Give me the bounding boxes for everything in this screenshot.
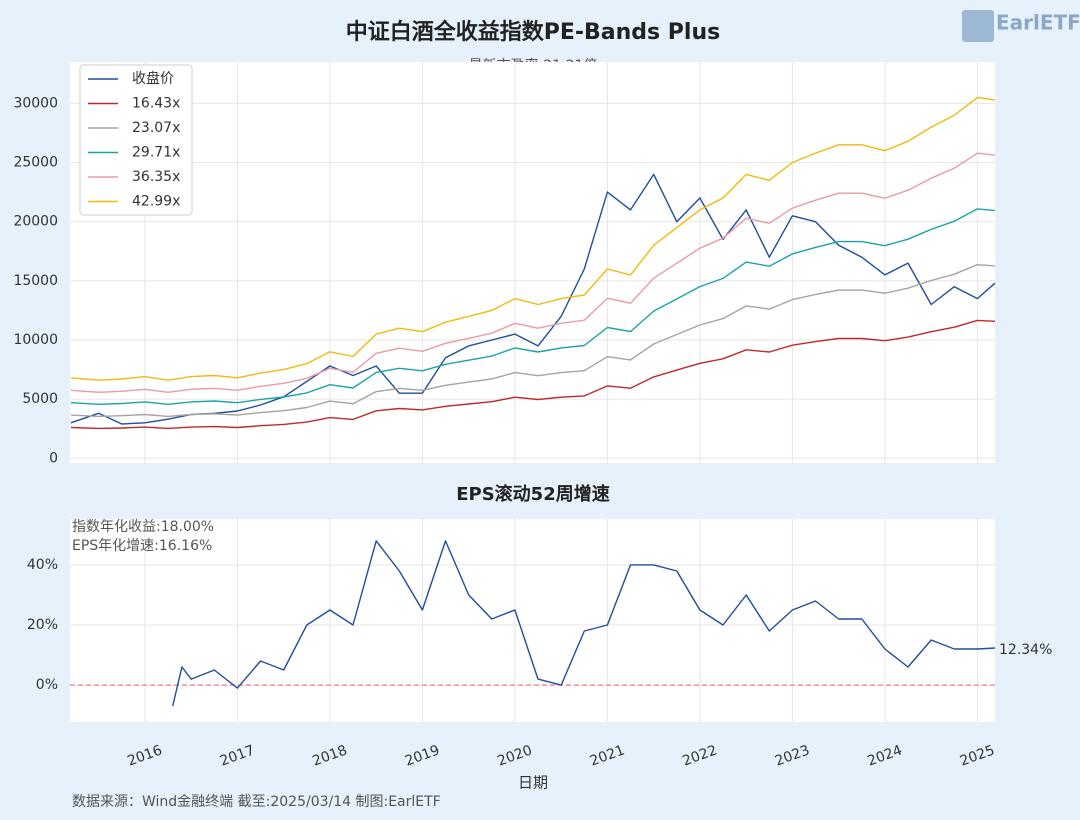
y-tick-label: 0 xyxy=(49,450,58,466)
series-line xyxy=(70,208,996,405)
chart-title: 中证白酒全收益指数PE-Bands Plus xyxy=(346,19,720,45)
logo: EarlETF xyxy=(962,10,1080,42)
source: 数据来源：Wind金融终端 截至:2025/03/14 制图:EarlETF xyxy=(72,794,441,810)
y-tick-label: 5000 xyxy=(22,391,58,407)
legend-label: 42.99x xyxy=(132,194,180,210)
legend-label: 23.07x xyxy=(132,120,180,136)
legend-label: 收盘价 xyxy=(132,70,174,87)
chart-title: EPS滚动52周增速 xyxy=(456,483,610,505)
logo-icon xyxy=(962,10,994,42)
legend-label: 36.35x xyxy=(132,169,180,185)
legend-label: 29.71x xyxy=(132,145,180,161)
series-line xyxy=(70,152,996,393)
y-tick-label: 10000 xyxy=(13,332,58,348)
legend: 收盘价 16.43x 23.07x 29.71x 36.35x 42.99x xyxy=(79,64,193,216)
y-tick-label: 20000 xyxy=(13,214,58,230)
annotation: 指数年化收益:18.00% xyxy=(72,519,214,535)
series-line xyxy=(172,540,996,707)
series-line xyxy=(70,264,996,418)
y-tick-label: 25000 xyxy=(13,155,58,171)
y-tick-label: 30000 xyxy=(13,95,58,111)
plot-area xyxy=(70,519,995,722)
logo-text: EarlETF xyxy=(996,11,1080,35)
annotation: EPS年化增速:16.16% xyxy=(72,538,212,554)
end-label: 12.34% xyxy=(999,642,1052,658)
legend-label: 16.43x xyxy=(132,96,180,112)
y-tick-label: 15000 xyxy=(13,273,58,289)
plot-area xyxy=(70,62,995,463)
x-axis-label: 日期 xyxy=(518,774,548,792)
series-line xyxy=(70,173,996,425)
legend-box xyxy=(79,64,193,216)
y-tick-label: 0% xyxy=(36,677,58,693)
y-tick-label: 40% xyxy=(27,557,58,573)
series-line xyxy=(70,96,996,381)
series-line xyxy=(70,319,996,430)
y-tick-label: 20% xyxy=(27,617,58,633)
